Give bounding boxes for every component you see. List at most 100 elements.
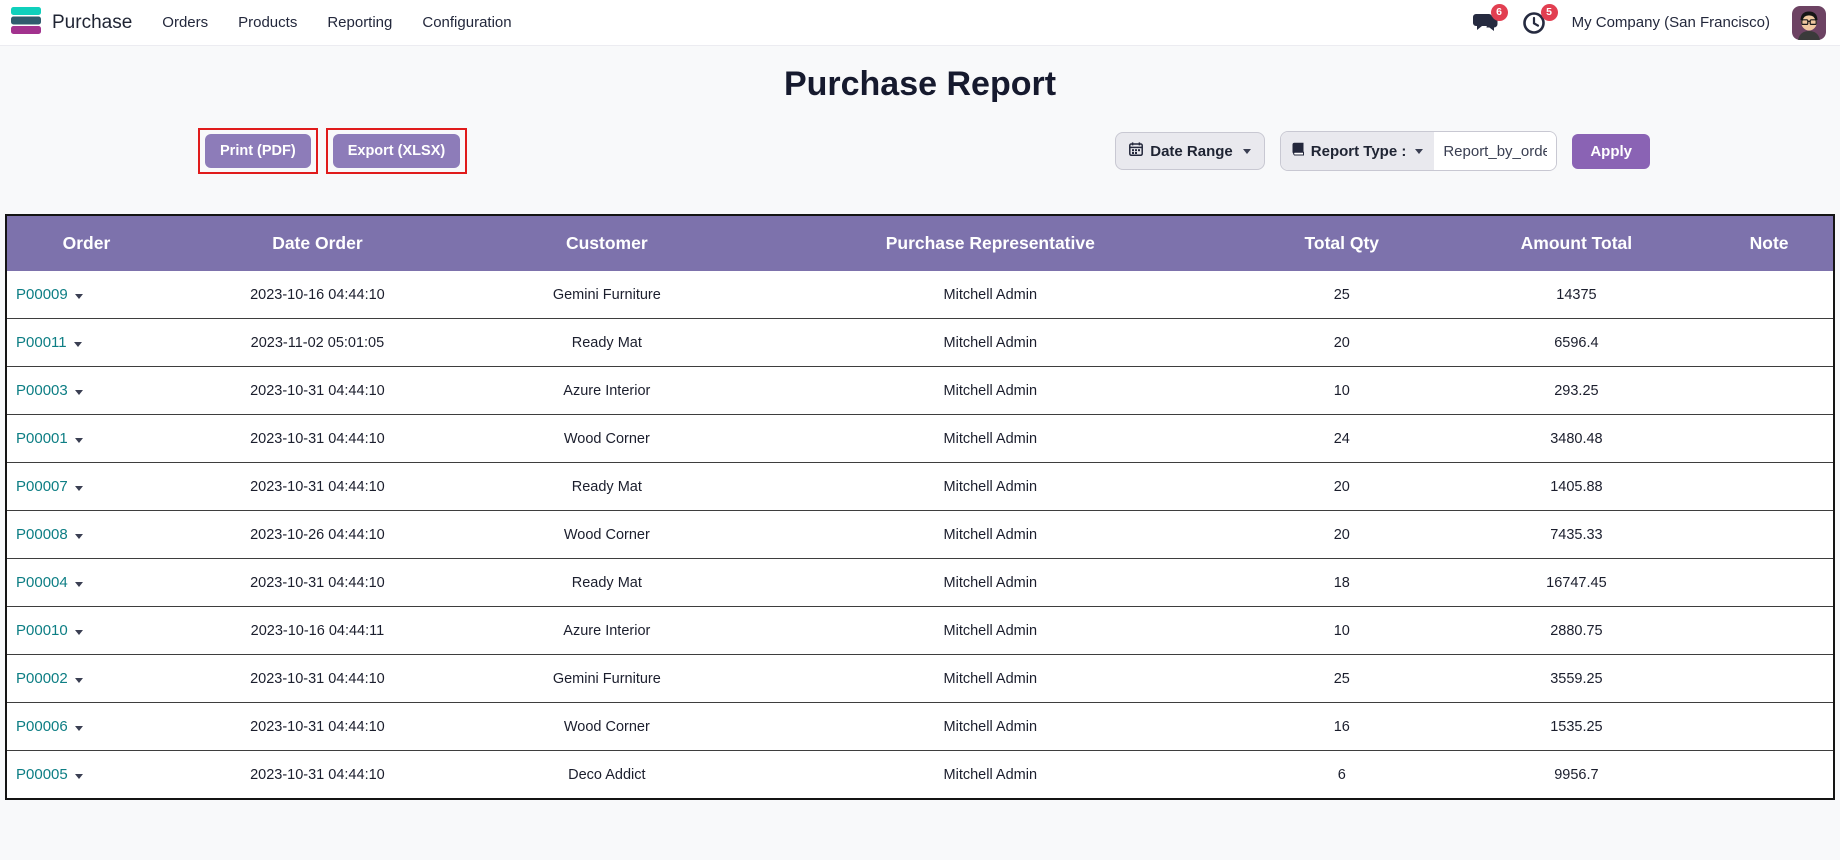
order-dropdown-caret-icon[interactable] [75, 678, 83, 683]
order-dropdown-caret-icon[interactable] [75, 486, 83, 491]
order-link[interactable]: P00009 [16, 286, 68, 303]
order-link[interactable]: P00004 [16, 574, 68, 591]
order-link[interactable]: P00002 [16, 670, 68, 687]
app-name[interactable]: Purchase [52, 12, 132, 34]
order-link[interactable]: P00005 [16, 766, 68, 783]
purchase-app-logo-icon [10, 7, 42, 39]
table-row: P00009 2023-10-16 04:44:10 Gemini Furnit… [7, 271, 1833, 319]
order-dropdown-caret-icon[interactable] [75, 294, 83, 299]
total-qty-cell: 16 [1236, 703, 1448, 751]
amount-total-cell: 7435.33 [1448, 511, 1705, 559]
clock-icon [1522, 22, 1547, 39]
controls-row: Print (PDF) Export (XLSX) [0, 128, 1840, 174]
order-link[interactable]: P00010 [16, 622, 68, 639]
date-range-dropdown[interactable]: Date Range [1115, 132, 1265, 170]
order-link[interactable]: P00006 [16, 718, 68, 735]
company-selector[interactable]: My Company (San Francisco) [1572, 14, 1770, 31]
column-header-note: Note [1705, 216, 1833, 271]
report-type-dropdown[interactable]: Report Type : [1281, 132, 1435, 170]
column-header-customer: Customer [469, 216, 745, 271]
order-cell: P00010 [7, 607, 166, 655]
amount-total-cell: 2880.75 [1448, 607, 1705, 655]
column-header-representative: Purchase Representative [745, 216, 1236, 271]
order-dropdown-caret-icon[interactable] [74, 342, 82, 347]
messages-button[interactable]: 6 [1472, 10, 1500, 36]
order-cell: P00003 [7, 367, 166, 415]
order-dropdown-caret-icon[interactable] [75, 534, 83, 539]
note-cell [1705, 319, 1833, 367]
amount-total-cell: 1405.88 [1448, 463, 1705, 511]
order-dropdown-caret-icon[interactable] [75, 582, 83, 587]
table-row: P00007 2023-10-31 04:44:10 Ready Mat Mit… [7, 463, 1833, 511]
order-link[interactable]: P00008 [16, 526, 68, 543]
amount-total-cell: 3480.48 [1448, 415, 1705, 463]
date-order-cell: 2023-11-02 05:01:05 [166, 319, 469, 367]
customer-cell: Gemini Furniture [469, 655, 745, 703]
column-header-order: Order [7, 216, 166, 271]
order-cell: P00002 [7, 655, 166, 703]
note-cell [1705, 367, 1833, 415]
customer-cell: Azure Interior [469, 367, 745, 415]
menu-orders[interactable]: Orders [162, 14, 208, 31]
customer-cell: Wood Corner [469, 415, 745, 463]
order-cell: P00001 [7, 415, 166, 463]
total-qty-cell: 25 [1236, 655, 1448, 703]
total-qty-cell: 25 [1236, 271, 1448, 319]
total-qty-cell: 6 [1236, 751, 1448, 799]
report-type-input[interactable] [1434, 132, 1556, 170]
chevron-down-icon [1243, 149, 1251, 154]
date-order-cell: 2023-10-16 04:44:10 [166, 271, 469, 319]
activities-button[interactable]: 5 [1522, 10, 1550, 36]
export-xlsx-button[interactable]: Export (XLSX) [333, 134, 460, 168]
note-cell [1705, 415, 1833, 463]
total-qty-cell: 10 [1236, 367, 1448, 415]
order-link[interactable]: P00003 [16, 382, 68, 399]
menu-products[interactable]: Products [238, 14, 297, 31]
table-header-row: Order Date Order Customer Purchase Repre… [7, 216, 1833, 271]
order-link[interactable]: P00007 [16, 478, 68, 495]
total-qty-cell: 20 [1236, 463, 1448, 511]
order-dropdown-caret-icon[interactable] [75, 390, 83, 395]
order-dropdown-caret-icon[interactable] [75, 726, 83, 731]
menu-configuration[interactable]: Configuration [422, 14, 511, 31]
column-header-amount-total: Amount Total [1448, 216, 1705, 271]
book-icon [1292, 142, 1305, 160]
print-pdf-button[interactable]: Print (PDF) [205, 134, 311, 168]
order-dropdown-caret-icon[interactable] [75, 438, 83, 443]
total-qty-cell: 10 [1236, 607, 1448, 655]
representative-cell: Mitchell Admin [745, 511, 1236, 559]
date-order-cell: 2023-10-31 04:44:10 [166, 703, 469, 751]
table-row: P00008 2023-10-26 04:44:10 Wood Corner M… [7, 511, 1833, 559]
chevron-down-icon [1415, 149, 1423, 154]
apply-button[interactable]: Apply [1572, 134, 1650, 169]
print-button-highlight: Print (PDF) [198, 128, 318, 174]
date-order-cell: 2023-10-31 04:44:10 [166, 559, 469, 607]
note-cell [1705, 703, 1833, 751]
date-order-cell: 2023-10-31 04:44:10 [166, 415, 469, 463]
order-dropdown-caret-icon[interactable] [75, 774, 83, 779]
customer-cell: Azure Interior [469, 607, 745, 655]
note-cell [1705, 463, 1833, 511]
amount-total-cell: 9956.7 [1448, 751, 1705, 799]
representative-cell: Mitchell Admin [745, 319, 1236, 367]
date-order-cell: 2023-10-31 04:44:10 [166, 463, 469, 511]
date-order-cell: 2023-10-31 04:44:10 [166, 751, 469, 799]
page-title: Purchase Report [0, 62, 1840, 106]
representative-cell: Mitchell Admin [745, 655, 1236, 703]
table-row: P00006 2023-10-31 04:44:10 Wood Corner M… [7, 703, 1833, 751]
customer-cell: Ready Mat [469, 319, 745, 367]
app-switcher[interactable]: Purchase [10, 7, 132, 39]
menu-reporting[interactable]: Reporting [327, 14, 392, 31]
table-row: P00011 2023-11-02 05:01:05 Ready Mat Mit… [7, 319, 1833, 367]
order-cell: P00005 [7, 751, 166, 799]
order-link[interactable]: P00011 [16, 334, 67, 351]
order-cell: P00004 [7, 559, 166, 607]
note-cell [1705, 655, 1833, 703]
order-link[interactable]: P00001 [16, 430, 68, 447]
order-dropdown-caret-icon[interactable] [75, 630, 83, 635]
date-order-cell: 2023-10-31 04:44:10 [166, 655, 469, 703]
user-avatar[interactable] [1792, 6, 1826, 40]
order-cell: P00006 [7, 703, 166, 751]
representative-cell: Mitchell Admin [745, 751, 1236, 799]
table-row: P00004 2023-10-31 04:44:10 Ready Mat Mit… [7, 559, 1833, 607]
